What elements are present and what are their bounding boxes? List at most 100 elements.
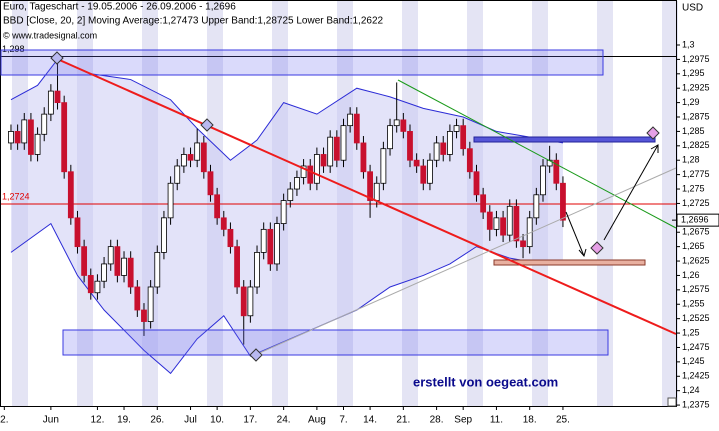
candle-body bbox=[466, 148, 473, 173]
candle-body bbox=[260, 228, 267, 253]
candle-body bbox=[373, 182, 380, 201]
candle-body bbox=[121, 257, 127, 276]
y-tick-label: 1,2975 bbox=[682, 54, 710, 64]
y-tick-label: 1,245 bbox=[682, 356, 705, 366]
candle-body bbox=[94, 280, 101, 294]
chart-subtitle: BBD [Close, 20, 2] Moving Average:1,2747… bbox=[3, 16, 384, 27]
y-tick-label: 1,2825 bbox=[682, 140, 710, 150]
y-tick-label: 1,2875 bbox=[682, 111, 710, 121]
x-tick-label: Aug bbox=[308, 415, 326, 426]
y-tick-label: 1,2375 bbox=[682, 399, 710, 409]
candle-body bbox=[67, 171, 74, 219]
x-tick-label: 7. bbox=[339, 415, 347, 426]
arrow-head bbox=[578, 248, 587, 258]
candle-body bbox=[74, 217, 81, 248]
candle-body bbox=[234, 246, 240, 288]
annotation: erstellt von oegeat.com bbox=[413, 374, 558, 389]
last-price-label: 1,2696 bbox=[681, 215, 709, 225]
candle-body bbox=[333, 136, 340, 161]
trend-line bbox=[54, 57, 677, 335]
candle-body bbox=[520, 240, 526, 248]
candle-body bbox=[280, 200, 287, 224]
candle-body bbox=[107, 246, 114, 265]
marker bbox=[200, 118, 214, 132]
trend-line bbox=[397, 79, 677, 229]
y-tick-label: 1,24 bbox=[682, 385, 700, 395]
candle-body bbox=[87, 275, 94, 294]
y-tick-label: 1,2475 bbox=[682, 342, 710, 352]
y-tick-label: 1,275 bbox=[682, 183, 705, 193]
candle-body bbox=[380, 148, 387, 184]
candle-body bbox=[440, 142, 447, 155]
y-tick-label: 1,285 bbox=[682, 126, 705, 136]
price-line-label: 1,298 bbox=[2, 44, 25, 54]
y-tick-label: 1,265 bbox=[682, 241, 705, 251]
x-tick-label: Sep bbox=[454, 415, 472, 426]
y-tick-label: 1,2775 bbox=[682, 169, 710, 179]
trend-line bbox=[254, 167, 677, 356]
candle-body bbox=[413, 159, 420, 167]
candle-body bbox=[134, 286, 141, 311]
candle-body bbox=[506, 205, 513, 236]
candle-body bbox=[127, 257, 134, 288]
candle-body bbox=[21, 119, 28, 144]
x-tick-label: Jun bbox=[43, 415, 59, 426]
marker bbox=[249, 348, 263, 362]
candle-body bbox=[387, 125, 393, 150]
candle-body bbox=[141, 309, 147, 322]
candle-body bbox=[147, 286, 154, 322]
candle-body bbox=[500, 217, 506, 236]
x-tick-label: 10. bbox=[210, 415, 224, 426]
candle-body bbox=[493, 217, 500, 230]
candle-body bbox=[347, 113, 354, 127]
x-tick-label: 21. bbox=[396, 415, 410, 426]
x-tick-label: 2. bbox=[0, 415, 8, 426]
candle-body bbox=[400, 119, 407, 132]
x-tick-label: 12. bbox=[90, 415, 104, 426]
drawings bbox=[0, 49, 677, 362]
candle-body bbox=[194, 142, 201, 161]
candle-body bbox=[47, 90, 54, 115]
y-tick-label: 1,2675 bbox=[682, 227, 710, 237]
x-tick-label: 17. bbox=[243, 415, 257, 426]
x-tick-label: 24. bbox=[277, 415, 291, 426]
candle-body bbox=[187, 154, 194, 161]
candle-body bbox=[307, 165, 314, 184]
candle-body bbox=[247, 286, 254, 317]
x-tick-label: 25. bbox=[556, 415, 570, 426]
candle-body bbox=[220, 217, 227, 230]
candle-body bbox=[114, 246, 121, 276]
x-tick-label: Jul bbox=[184, 415, 197, 426]
zone bbox=[473, 136, 656, 143]
y-tick-label: 1,295 bbox=[682, 68, 705, 78]
corner-button[interactable] bbox=[667, 397, 677, 407]
candle-body bbox=[180, 154, 187, 167]
candle-body bbox=[480, 194, 487, 213]
candle-body bbox=[340, 125, 347, 161]
candle-body bbox=[420, 165, 427, 184]
source: © www.tradesignal.com bbox=[3, 30, 97, 40]
candle-body bbox=[427, 159, 433, 184]
zone bbox=[62, 329, 609, 356]
y-tick-label: 1,25 bbox=[682, 327, 700, 337]
candle-body bbox=[540, 165, 546, 196]
arrow bbox=[603, 144, 659, 241]
candle-body bbox=[367, 171, 373, 201]
candle-body bbox=[8, 131, 14, 144]
candle-body bbox=[353, 113, 360, 144]
week-stripe bbox=[662, 1, 678, 406]
x-tick-label: 11. bbox=[490, 415, 503, 426]
y-tick-label: 1,2425 bbox=[682, 371, 710, 381]
candle-body bbox=[161, 217, 167, 253]
y-tick-label: 1,26 bbox=[682, 270, 700, 280]
candle-body bbox=[254, 252, 260, 288]
y-tick-label: 1,2625 bbox=[682, 255, 710, 265]
y-tick-label: 1,2525 bbox=[682, 313, 710, 323]
candle-body bbox=[553, 159, 560, 184]
candle-body bbox=[446, 131, 453, 155]
candle-body bbox=[407, 131, 413, 161]
candle-body bbox=[486, 211, 493, 230]
x-tick-label: 14. bbox=[363, 415, 377, 426]
y-tick-label: 1,255 bbox=[682, 299, 705, 309]
